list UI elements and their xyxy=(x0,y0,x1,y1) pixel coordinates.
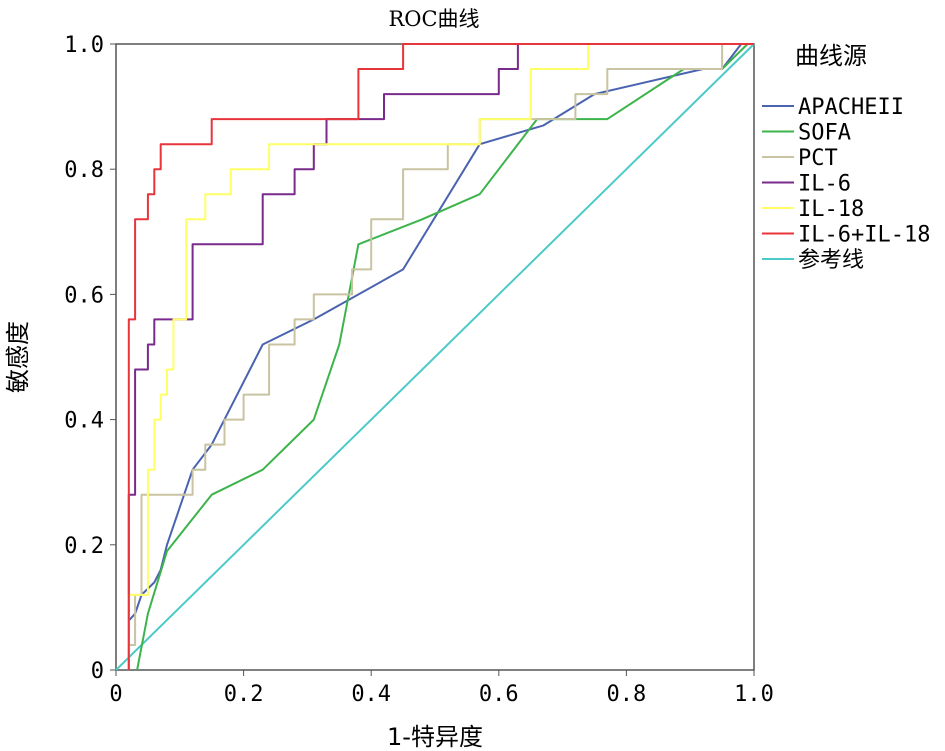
chart-title: ROC曲线 xyxy=(388,7,479,31)
series-line-参考线 xyxy=(115,43,755,671)
y-axis-label: 敏感度 xyxy=(4,321,32,393)
legend-label: APACHEII xyxy=(798,95,904,120)
y-axis-ticks: 0 0.2 0.4 0.6 0.8 1.0 xyxy=(64,33,116,684)
x-tick-label: 1.0 xyxy=(734,682,774,707)
legend-label: IL-18 xyxy=(798,197,864,222)
y-tick-label: 1.0 xyxy=(64,33,104,58)
x-tick-label: 0 xyxy=(109,682,122,707)
legend-label: IL-6 xyxy=(798,172,851,197)
legend-title: 曲线源 xyxy=(795,42,867,70)
x-tick-label: 0.4 xyxy=(351,682,391,707)
y-tick-label: 0.6 xyxy=(64,283,104,308)
series-line-il-6-il-18 xyxy=(127,43,754,670)
series-line-il-18 xyxy=(127,43,754,670)
series-line-pct xyxy=(127,43,754,670)
plot-area xyxy=(115,43,755,671)
y-tick-label: 0.2 xyxy=(64,534,104,559)
legend-label: SOFA xyxy=(798,121,851,146)
series-line-apacheii xyxy=(128,43,742,621)
x-axis-ticks: 0 0.2 0.4 0.6 0.8 1.0 xyxy=(109,670,774,707)
y-tick-label: 0.8 xyxy=(64,158,104,183)
legend-label: IL-6+IL-18 xyxy=(798,223,930,248)
x-tick-label: 0.6 xyxy=(479,682,519,707)
series-line-il-6 xyxy=(127,43,742,670)
legend-label: PCT xyxy=(798,146,838,171)
x-tick-label: 0.2 xyxy=(224,682,264,707)
y-tick-label: 0 xyxy=(91,659,104,684)
x-tick-label: 0.8 xyxy=(607,682,647,707)
legend-label: 参考线 xyxy=(798,248,864,273)
x-axis-label: 1-特异度 xyxy=(387,723,483,751)
y-tick-label: 0.4 xyxy=(64,409,104,434)
legend: 曲线源 APACHEIISOFAPCTIL-6IL-18IL-6+IL-18参考… xyxy=(762,42,930,273)
series-layer xyxy=(115,43,755,671)
series-line-sofa xyxy=(136,43,749,671)
